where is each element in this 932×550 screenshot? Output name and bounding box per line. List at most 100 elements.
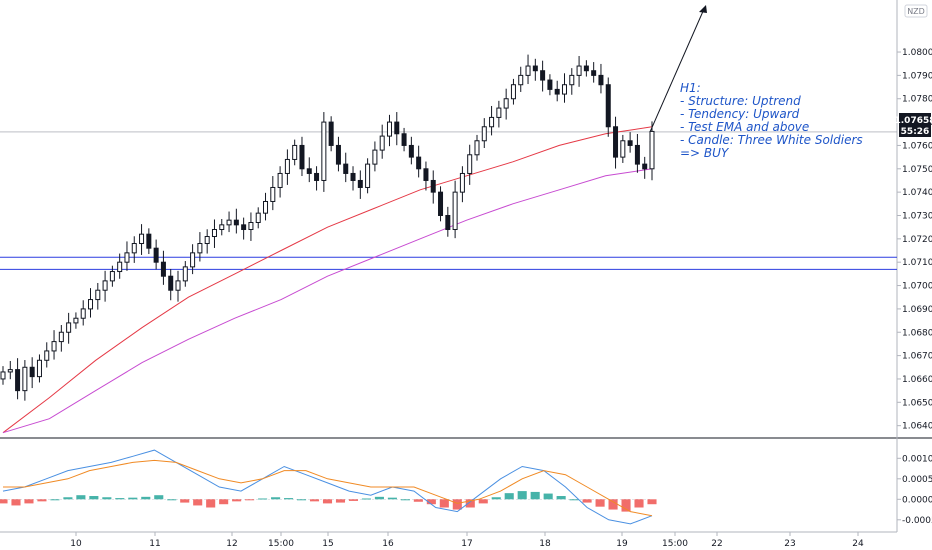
candle[interactable] [88, 288, 94, 318]
candle[interactable] [591, 62, 597, 83]
candle[interactable] [263, 192, 269, 221]
candle[interactable] [547, 74, 553, 96]
macd-histogram-bar [452, 499, 462, 510]
candle[interactable] [36, 354, 42, 383]
candle[interactable] [0, 366, 6, 385]
candle[interactable] [233, 208, 239, 234]
candle[interactable] [605, 77, 611, 137]
candle[interactable] [7, 360, 13, 380]
candle[interactable] [343, 152, 349, 183]
candle[interactable] [401, 127, 407, 152]
candle[interactable] [73, 312, 79, 329]
candle[interactable] [153, 239, 159, 270]
candle[interactable] [583, 60, 589, 77]
candle[interactable] [408, 136, 414, 165]
candle[interactable] [306, 157, 312, 183]
candle[interactable] [416, 145, 422, 178]
candle[interactable] [117, 253, 123, 279]
projection-arrow[interactable] [649, 5, 707, 133]
candle[interactable] [532, 58, 538, 81]
candle[interactable] [576, 56, 582, 87]
candle[interactable] [139, 224, 145, 255]
candle[interactable] [58, 325, 64, 352]
candle[interactable] [489, 105, 495, 136]
candle[interactable] [386, 114, 392, 147]
candle[interactable] [204, 229, 210, 254]
candle[interactable] [627, 132, 633, 153]
candle[interactable] [540, 60, 546, 92]
candle[interactable] [525, 54, 531, 85]
candle[interactable] [569, 68, 575, 95]
candle[interactable] [467, 144, 473, 185]
candle[interactable] [219, 218, 225, 236]
candle[interactable] [292, 139, 298, 166]
candle[interactable] [481, 118, 487, 149]
candle[interactable] [160, 250, 166, 285]
candle[interactable] [299, 136, 305, 177]
candle[interactable] [503, 88, 509, 120]
time-axis-ticks[interactable]: 10 11 12 15:00 15 16 17 18 19 15:00 22 23 24 [70, 532, 864, 549]
candle[interactable] [554, 80, 560, 102]
candle[interactable] [44, 342, 50, 368]
candle[interactable] [146, 228, 152, 255]
candle[interactable] [459, 166, 465, 203]
candle[interactable] [634, 133, 640, 173]
candle[interactable] [277, 166, 283, 198]
candle[interactable] [335, 136, 341, 172]
candle[interactable] [365, 158, 371, 194]
candle[interactable] [423, 161, 429, 191]
candle[interactable] [175, 270, 181, 302]
candle[interactable] [182, 261, 188, 287]
candle[interactable] [29, 357, 35, 389]
candle[interactable] [350, 166, 356, 191]
candle[interactable] [379, 124, 385, 159]
candle[interactable] [248, 212, 254, 241]
trade-annotation[interactable]: H1: - Structure: Uptrend - Tendency: Upw… [680, 81, 863, 160]
candle[interactable] [51, 330, 57, 360]
candle[interactable] [15, 358, 21, 400]
candle[interactable] [66, 312, 72, 344]
candle[interactable] [226, 211, 232, 233]
indicator-pane[interactable] [0, 440, 897, 532]
candle[interactable] [197, 232, 203, 262]
candle[interactable] [255, 207, 261, 229]
candle[interactable] [452, 180, 458, 239]
candle[interactable] [438, 186, 444, 222]
candle[interactable] [168, 268, 174, 301]
candle[interactable] [270, 176, 276, 211]
candle[interactable] [314, 166, 320, 191]
candle-body-down [598, 74, 604, 86]
candle[interactable] [430, 170, 436, 204]
candle[interactable] [518, 66, 524, 92]
candle[interactable] [102, 270, 108, 302]
candle[interactable] [241, 217, 247, 240]
candle[interactable] [190, 244, 196, 275]
price-axis-ticks[interactable]: 1.080001.079001.078001.077001.076001.075… [897, 48, 932, 432]
candle[interactable] [496, 100, 502, 128]
candle[interactable] [561, 73, 567, 103]
candle[interactable] [510, 78, 516, 105]
candle[interactable] [620, 134, 626, 163]
candle[interactable] [613, 116, 619, 169]
candle[interactable] [357, 170, 363, 199]
candle[interactable] [649, 121, 655, 181]
currency-label[interactable]: NZD [904, 4, 928, 18]
candle[interactable] [474, 134, 480, 161]
candle[interactable] [211, 219, 217, 248]
candle[interactable] [598, 63, 604, 94]
candle[interactable] [394, 112, 400, 146]
candle[interactable] [642, 156, 648, 179]
candle[interactable] [131, 236, 137, 263]
candle[interactable] [95, 282, 101, 310]
candle[interactable] [284, 149, 290, 185]
candle[interactable] [328, 116, 334, 152]
candle[interactable] [109, 265, 115, 287]
candle[interactable] [22, 360, 28, 401]
candle[interactable] [321, 112, 327, 192]
candle[interactable] [80, 300, 86, 326]
candle[interactable] [372, 141, 378, 172]
candle[interactable] [124, 241, 130, 271]
candles[interactable] [0, 54, 655, 401]
candle[interactable] [445, 206, 451, 237]
